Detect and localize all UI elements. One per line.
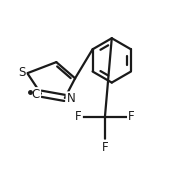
Text: F: F — [102, 141, 108, 154]
Text: F: F — [75, 110, 82, 123]
Text: F: F — [128, 110, 135, 123]
Text: C: C — [32, 88, 40, 101]
Text: N: N — [67, 92, 75, 105]
Text: S: S — [18, 66, 26, 79]
